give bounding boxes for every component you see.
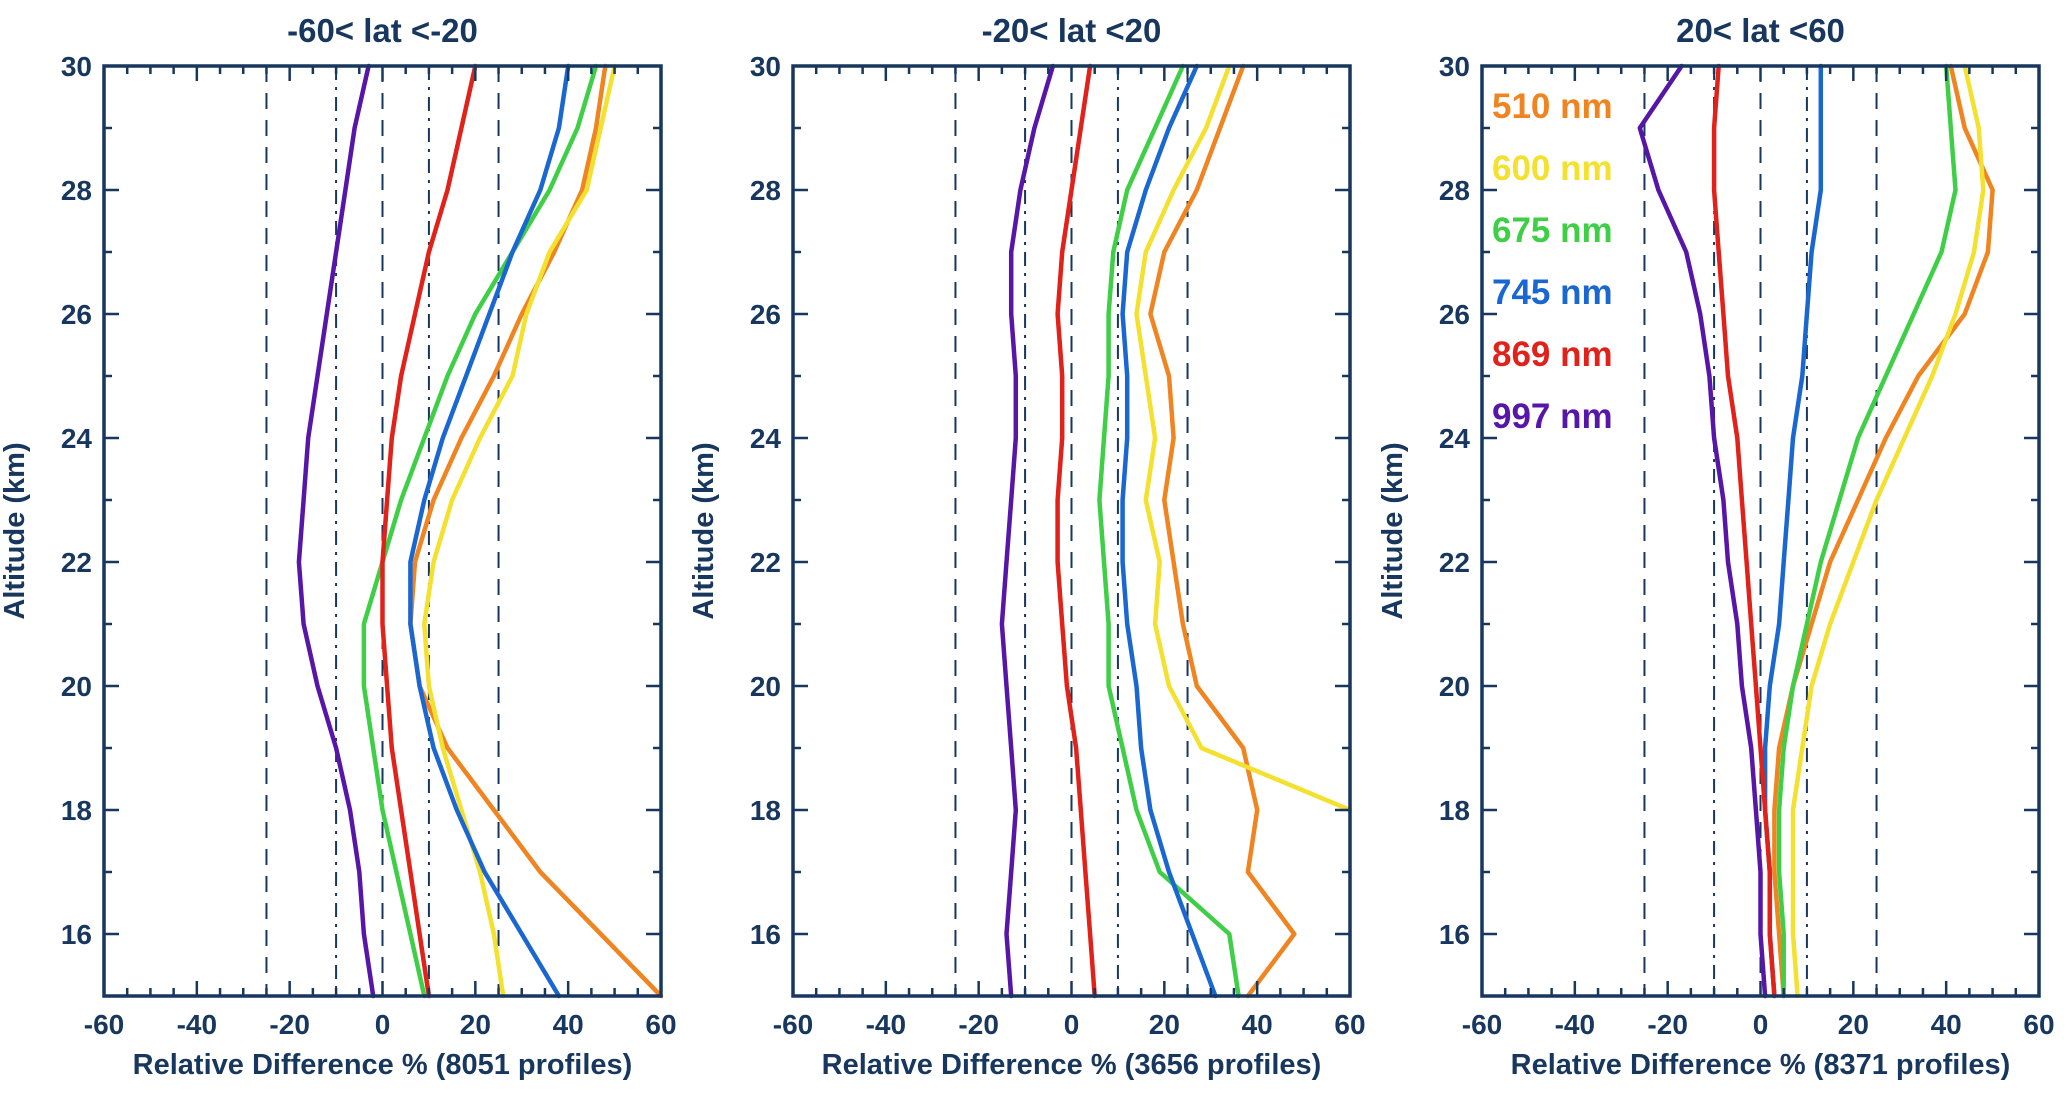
y-tick-label: 28: [1439, 175, 1470, 206]
x-tick-label: 40: [553, 1009, 584, 1040]
panel-title: -20< lat <20: [982, 12, 1162, 49]
series-line-869nm: [1711, 63, 1777, 999]
y-tick-label: 26: [1439, 299, 1470, 330]
legend-entry-510nm: 510 nm: [1492, 87, 1613, 126]
y-tick-label: 28: [750, 175, 781, 206]
y-tick-label: 26: [61, 299, 92, 330]
y-tick-label: 24: [1439, 423, 1471, 454]
y-tick-label: 22: [61, 547, 92, 578]
series-line-997nm: [1637, 63, 1768, 999]
y-tick-label: 30: [61, 51, 92, 82]
series-line-869nm: [1055, 63, 1097, 999]
x-tick-label: -20: [1647, 1009, 1687, 1040]
x-tick-label: -20: [269, 1009, 309, 1040]
y-tick-label: 16: [61, 919, 92, 950]
x-tick-label: 40: [1242, 1009, 1273, 1040]
chart-panel-lat-north: -60 -40 -20 0 20 40 60 16 18 20 22 24 26 28 30 20< lat …: [1377, 0, 2067, 1096]
y-tick-label: 20: [1439, 671, 1470, 702]
x-tick-label: 0: [1753, 1009, 1769, 1040]
series-line-600nm: [1134, 63, 1353, 813]
series-line-510nm: [1772, 63, 1995, 999]
series-line-675nm: [361, 63, 599, 999]
x-tick-label: -20: [958, 1009, 998, 1040]
x-axis-label: Relative Difference % (8371 profiles): [1511, 1049, 2011, 1081]
y-tick-label: 18: [750, 795, 781, 826]
y-axis-label: Altitude (km): [689, 442, 720, 619]
series-line-600nm: [422, 63, 617, 999]
y-tick-label: 26: [750, 299, 781, 330]
x-tick-label: -40: [1555, 1009, 1595, 1040]
chart-svg: -60 -40 -20 0 20 40 60 16 18 20 22 24 26 28 30 -60< lat…: [0, 12, 677, 1081]
panel-title: 20< lat <60: [1676, 12, 1845, 49]
x-tick-label: 60: [2023, 1009, 2054, 1040]
legend-entry-997nm: 997 nm: [1492, 397, 1613, 436]
legend-entry-675nm: 675 nm: [1492, 211, 1613, 250]
y-tick-label: 30: [1439, 51, 1470, 82]
x-tick-label: 60: [1334, 1009, 1365, 1040]
y-tick-label: 24: [750, 423, 782, 454]
x-axis-label: Relative Difference % (8051 profiles): [133, 1049, 633, 1081]
x-tick-label: 0: [375, 1009, 391, 1040]
x-tick-label: 20: [460, 1009, 491, 1040]
series-line-600nm: [1790, 63, 1986, 999]
x-tick-label: -40: [177, 1009, 217, 1040]
x-tick-label: 20: [1149, 1009, 1180, 1040]
legend-entry-869nm: 869 nm: [1492, 335, 1613, 374]
chart-panel-lat-tropics: -60 -40 -20 0 20 40 60 16 18 20 22 24 26 28 30 -20< lat…: [688, 0, 1378, 1096]
plot-frame: [102, 64, 663, 998]
y-axis-label: Altitude (km): [1378, 442, 1409, 619]
x-tick-label: -40: [866, 1009, 906, 1040]
y-tick-label: 16: [1439, 919, 1470, 950]
series-line-675nm: [1097, 63, 1241, 999]
chart-svg: -60 -40 -20 0 20 40 60 16 18 20 22 24 26 28 30 -20< lat…: [688, 12, 1366, 1081]
x-tick-label: 60: [645, 1009, 676, 1040]
y-tick-label: 16: [750, 919, 781, 950]
y-tick-label: 18: [1439, 795, 1470, 826]
series-line-675nm: [1776, 63, 1958, 999]
series-line-997nm: [999, 63, 1056, 999]
x-tick-label: -60: [1462, 1009, 1502, 1040]
y-tick-label: 22: [1439, 547, 1470, 578]
x-tick-label: 0: [1064, 1009, 1080, 1040]
chart-svg: -60 -40 -20 0 20 40 60 16 18 20 22 24 26 28 30 20< lat …: [1377, 12, 2055, 1081]
series-line-510nm: [1148, 63, 1297, 999]
y-tick-label: 30: [750, 51, 781, 82]
y-tick-label: 20: [750, 671, 781, 702]
y-tick-label: 20: [61, 671, 92, 702]
x-axis-label: Relative Difference % (3656 profiles): [822, 1049, 1322, 1081]
x-tick-label: -60: [773, 1009, 813, 1040]
y-tick-label: 28: [61, 175, 92, 206]
y-axis-label: Altitude (km): [0, 442, 31, 619]
y-tick-label: 18: [61, 795, 92, 826]
legend-entry-600nm: 600 nm: [1492, 149, 1613, 188]
x-tick-label: 20: [1838, 1009, 1869, 1040]
y-tick-label: 22: [750, 547, 781, 578]
plot-frame: [1480, 64, 2041, 998]
legend-entry-745nm: 745 nm: [1492, 273, 1613, 312]
plot-frame: [791, 64, 1352, 998]
x-tick-label: -60: [84, 1009, 124, 1040]
series-line-997nm: [296, 63, 376, 999]
y-tick-label: 24: [61, 423, 93, 454]
series-line-745nm: [408, 63, 571, 999]
panel-title: -60< lat <-20: [287, 12, 478, 49]
x-tick-label: 40: [1931, 1009, 1962, 1040]
series-line-869nm: [380, 63, 478, 999]
series-line-745nm: [1120, 63, 1218, 999]
chart-panel-lat-south: -60 -40 -20 0 20 40 60 16 18 20 22 24 26 28 30 -60< lat…: [0, 0, 689, 1096]
